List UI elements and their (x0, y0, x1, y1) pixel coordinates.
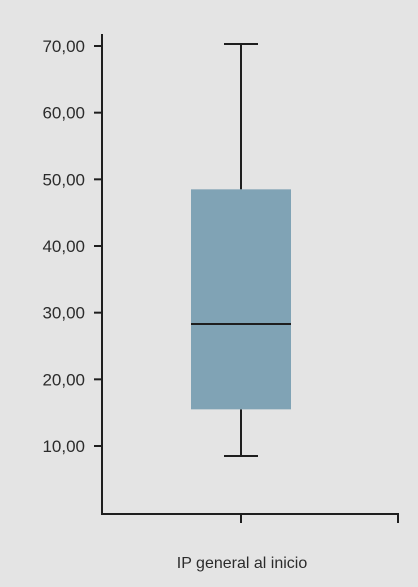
y-tick-label: 70,00 (42, 37, 85, 56)
y-tick-label: 10,00 (42, 437, 85, 456)
box-plot-series (191, 43, 291, 457)
y-tick-label: 60,00 (42, 104, 85, 123)
y-tick-label: 40,00 (42, 237, 85, 256)
iqr-box (191, 189, 291, 410)
y-tick-label: 20,00 (42, 370, 85, 389)
y-tick-label: 30,00 (42, 304, 85, 323)
x-axis-categories: IP general al inicio (177, 514, 308, 572)
y-tick-label: 50,00 (42, 170, 85, 189)
y-axis-ticks: 10,00 20,00 30,00 40,00 50,00 60,00 70,00 (42, 37, 102, 456)
x-category-label: IP general al inicio (177, 555, 308, 572)
